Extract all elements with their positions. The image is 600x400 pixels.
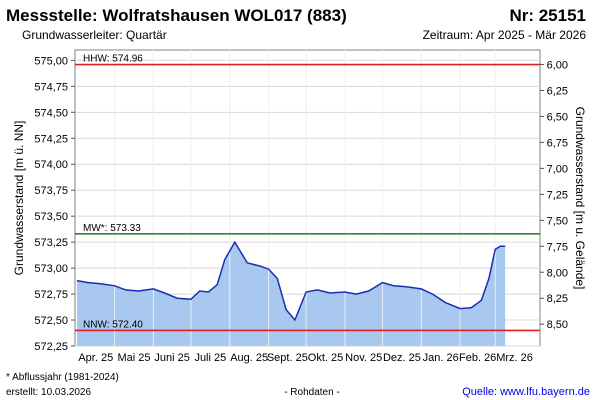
y-tick-label: 573,50 <box>34 211 68 223</box>
reference-line-label: MW*: 573.33 <box>83 223 141 234</box>
y-right-tick-label: 6,00 <box>547 60 568 72</box>
y-tick-label: 574,25 <box>34 133 68 145</box>
y-right-tick-label: 8,00 <box>547 267 568 279</box>
y-right-tick-label: 8,50 <box>547 319 568 331</box>
reference-lines: HHW: 574.96 MW*: 573.33 NNW: 572.40 <box>75 54 540 332</box>
x-tick-label: Apr. 25 <box>78 352 113 364</box>
y-right-tick-label: 6,75 <box>547 137 568 149</box>
x-tick-label: Nov. 25 <box>345 352 382 364</box>
y-right-tick-label: 6,25 <box>547 86 568 98</box>
y-tick-label: 572,75 <box>34 289 68 301</box>
x-tick-label: Okt. 25 <box>308 352 343 364</box>
period-label: Zeitraum: Apr 2025 - Mär 2026 <box>423 28 587 42</box>
aquifer-label: Grundwasserleiter: Quartär <box>22 28 167 42</box>
y-tick-label: 573,75 <box>34 185 68 197</box>
axis-layer: 575,00 574,75 574,50 574,25 574,00 573,75 573,… <box>34 55 568 364</box>
groundwater-area <box>77 242 506 346</box>
station-title: Messstelle: Wolfratshausen WOL017 (883) <box>6 6 347 25</box>
groundwater-line <box>76 240 506 322</box>
created-date: erstellt: 10.03.2026 <box>6 387 91 398</box>
x-tick-label: Dez. 25 <box>383 352 421 364</box>
raw-data-label: - Rohdaten - <box>284 387 340 398</box>
y-right-tick-label: 7,75 <box>547 241 568 253</box>
source-link[interactable]: Quelle: www.lfu.bayern.de <box>462 386 590 398</box>
y-tick-label: 572,50 <box>34 315 68 327</box>
x-tick-label: Feb. 26 <box>459 352 496 364</box>
footnote-abflussjahr: * Abflussjahr (1981-2024) <box>6 372 119 383</box>
y-tick-label: 574,75 <box>34 81 68 93</box>
y-right-tick-label: 7,25 <box>547 189 568 201</box>
series-layer <box>76 50 506 346</box>
y-right-tick-label: 7,50 <box>547 215 568 227</box>
y-right-tick-label: 8,25 <box>547 293 568 305</box>
x-tick-label: Mai 25 <box>117 352 150 364</box>
x-tick-label: Mrz. 26 <box>496 352 533 364</box>
y-tick-label: 572,25 <box>34 341 68 353</box>
reference-line-label: HHW: 574.96 <box>83 54 143 65</box>
x-tick-label: Jan. 26 <box>423 352 459 364</box>
y-axis-left-title: Grundwasserstand [m ü. NN] <box>12 121 26 276</box>
reference-line-label: NNW: 572.40 <box>83 319 143 330</box>
y-tick-label: 574,50 <box>34 107 68 119</box>
station-number: Nr: 25151 <box>509 6 586 25</box>
y-tick-label: 575,00 <box>34 55 68 67</box>
x-tick-label: Juli 25 <box>194 352 226 364</box>
x-tick-label: Aug. 25 <box>230 352 268 364</box>
y-tick-label: 574,00 <box>34 159 68 171</box>
x-tick-label: Sept. 25 <box>267 352 308 364</box>
y-right-tick-label: 7,00 <box>547 163 568 175</box>
x-tick-label: Juni 25 <box>154 352 189 364</box>
y-right-tick-label: 6,50 <box>547 111 568 123</box>
y-axis-right-title: Grundwasserstand [m u. Gelände] <box>573 107 587 290</box>
y-tick-label: 573,00 <box>34 263 68 275</box>
y-tick-label: 573,25 <box>34 237 68 249</box>
